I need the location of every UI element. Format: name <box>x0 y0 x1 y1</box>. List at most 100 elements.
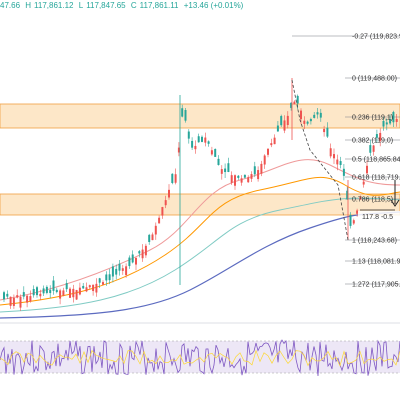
fib-level-label: 0 (119,488.00) <box>352 76 397 83</box>
candle-body <box>115 268 118 275</box>
candle-body <box>158 217 161 224</box>
candle-body <box>39 293 42 297</box>
candle-body <box>230 175 233 183</box>
candle-body <box>55 289 58 293</box>
candle-body <box>323 128 326 133</box>
candle-body <box>105 274 108 281</box>
candle-body <box>240 178 243 183</box>
candle-body <box>144 245 147 256</box>
candle-body <box>356 210 359 214</box>
candle-body <box>385 122 388 125</box>
ohlc-readout: 47.66 H 117,861.12 L 117,847.65 C 117,861.1… <box>0 0 246 12</box>
fib-level-label: 0.786 (118,5) <box>352 197 393 204</box>
candle-body <box>250 174 253 179</box>
swing-line <box>291 79 349 241</box>
candle-body <box>177 147 180 153</box>
candle-body <box>276 125 279 132</box>
candle-body <box>270 143 273 146</box>
candle-body <box>78 287 81 295</box>
candle-body <box>92 284 95 292</box>
candle-body <box>267 148 269 155</box>
candle-body <box>329 148 332 157</box>
ohlc-close: 117,861.11 <box>139 1 179 10</box>
candle-body <box>207 141 210 144</box>
rsi-signal-line <box>0 349 400 367</box>
price-badge-text: 117.8 -0.5 <box>362 214 393 221</box>
candle-body <box>319 112 322 118</box>
candle-body <box>171 173 174 184</box>
support-zone <box>0 193 400 216</box>
candle-body <box>65 283 68 290</box>
candle-body <box>36 287 38 296</box>
candle-body <box>135 257 137 265</box>
price-badge <box>358 211 400 221</box>
ohlc-open: 47.66 <box>0 1 21 10</box>
candle-body <box>204 137 207 143</box>
ohlc-change: +13.46 (+0.01%) <box>183 1 244 10</box>
candle-body <box>349 214 352 226</box>
candle-body <box>69 288 71 298</box>
candle-body <box>75 290 78 300</box>
candle-body <box>102 282 104 285</box>
candle-body <box>148 234 151 242</box>
rsi-line <box>0 339 400 377</box>
candle-body <box>128 257 131 267</box>
candle-body <box>395 118 398 122</box>
candle-body <box>6 293 9 297</box>
candle-body <box>98 278 101 283</box>
candle-body <box>32 288 35 296</box>
ohlc-high: 117,861.12 <box>34 1 74 10</box>
candle-body <box>366 165 368 174</box>
candle-body <box>224 168 227 173</box>
candle-body <box>326 127 329 137</box>
candle-body <box>111 266 114 277</box>
fib-level-label: 0.236 (119,1) <box>352 115 393 122</box>
candle-body <box>220 169 223 174</box>
candle-body <box>260 163 263 174</box>
candle-body <box>290 102 293 108</box>
candle-body <box>59 290 62 299</box>
candle-body <box>217 158 220 165</box>
candle-body <box>336 159 339 165</box>
candle-body <box>131 254 134 263</box>
candle-body <box>234 175 236 186</box>
candle-body <box>138 251 141 254</box>
fib-level-label: 0.5 (118,865.84) <box>352 157 400 164</box>
fib-level-label: -0.27 (119,823.9) <box>352 34 400 41</box>
candle-body <box>9 296 12 306</box>
candle-body <box>52 280 55 291</box>
candle-body <box>201 136 203 142</box>
fib-level-label: 1.13 (118,081.93) <box>352 259 400 266</box>
candle-body <box>125 266 128 276</box>
candle-body <box>342 168 345 176</box>
candle-body <box>352 220 355 224</box>
candle-body <box>375 134 378 138</box>
candle-body <box>12 297 15 306</box>
ma-slow-line <box>0 197 400 313</box>
candle-body <box>293 101 296 105</box>
fib-level-label: 0.382 (119,0) <box>352 138 393 145</box>
candle-body <box>362 181 365 185</box>
candle-body <box>300 110 302 120</box>
candle-body <box>191 140 194 148</box>
candle-body <box>316 112 319 115</box>
fib-level-label: 1 (118,243.68) <box>352 238 397 245</box>
candle-body <box>164 200 167 206</box>
candle-body <box>154 225 157 235</box>
candle-body <box>29 296 32 302</box>
candle-body <box>382 120 385 127</box>
candle-body <box>141 249 144 259</box>
candle-body <box>161 207 164 216</box>
candle-body <box>339 161 342 165</box>
candle-body <box>95 283 98 293</box>
supply-demand-zones <box>0 103 400 216</box>
candle-body <box>82 285 85 289</box>
ohlc-low-label: L <box>78 1 84 10</box>
candle-body <box>45 286 48 293</box>
candle-body <box>174 174 177 183</box>
fibonacci-retracement <box>292 35 400 285</box>
candle-body <box>168 189 170 198</box>
candle-body <box>197 136 200 143</box>
